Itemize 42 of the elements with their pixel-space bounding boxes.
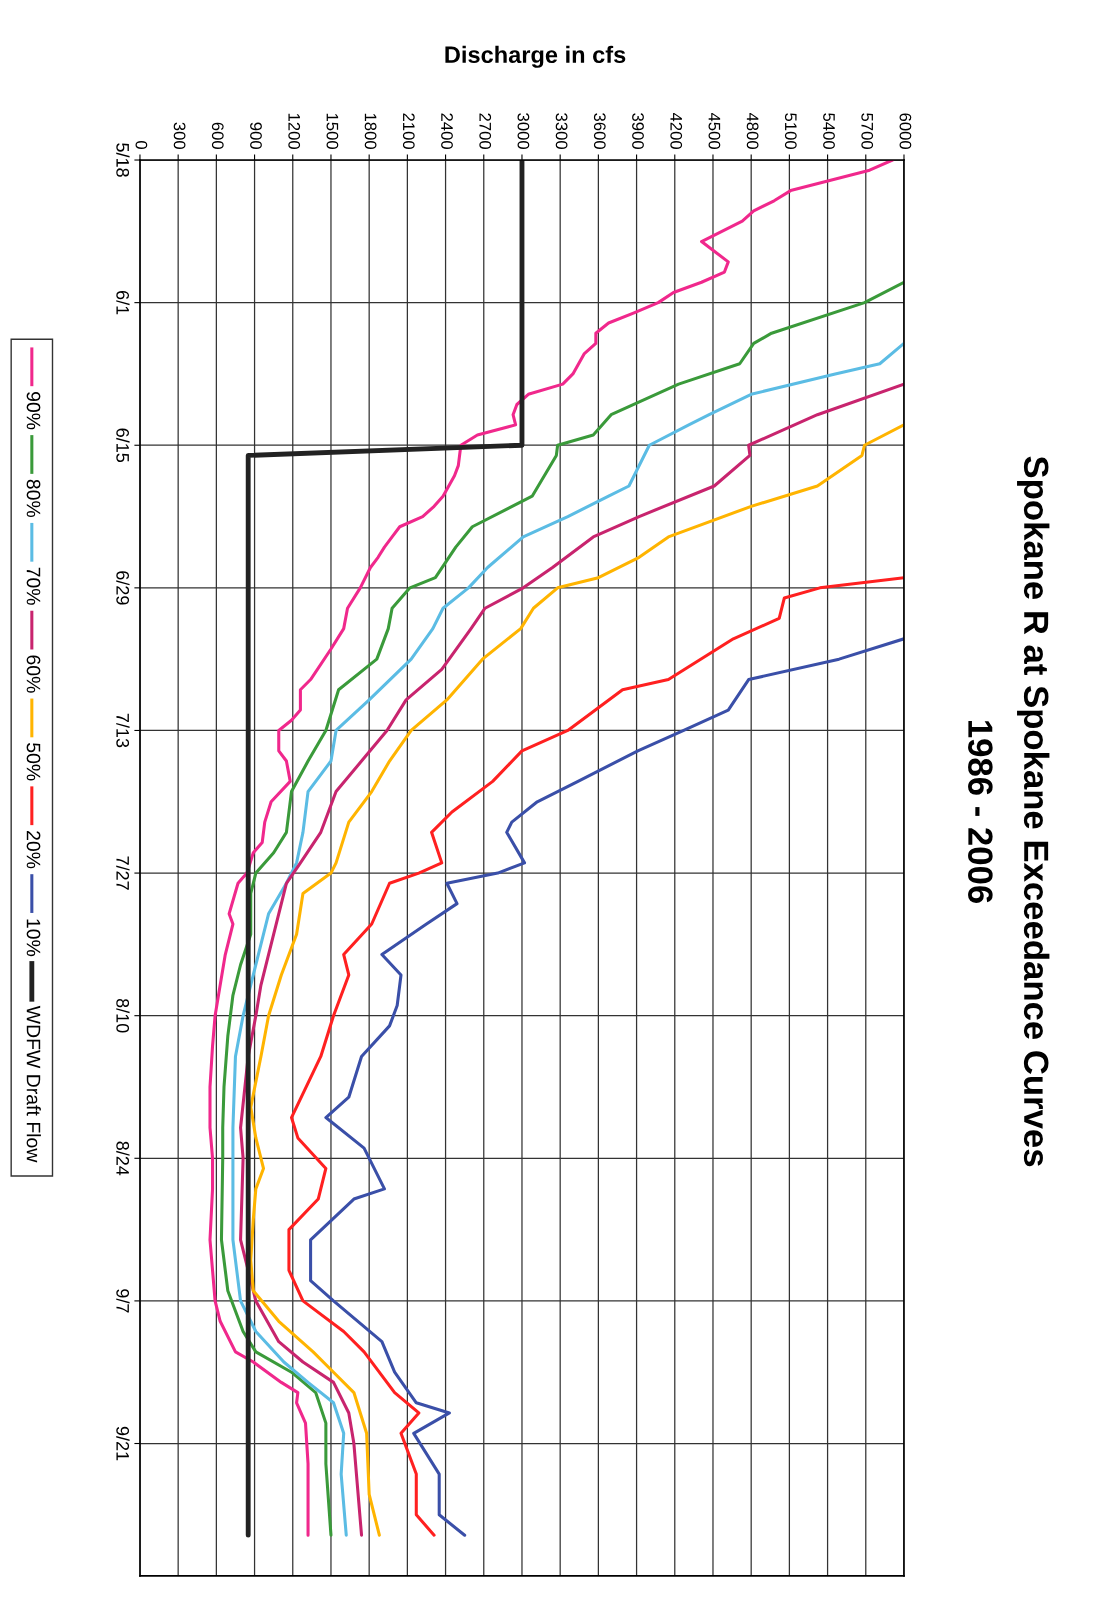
x-tick-label: 900 [250, 122, 262, 149]
x-tick-label: 3300 [555, 113, 568, 149]
x-tick-label: 300 [173, 122, 186, 149]
x-tick-label: 2100 [402, 113, 415, 149]
x-tick-label: 3000 [517, 113, 530, 149]
legend-label: 20% [26, 831, 41, 869]
x-tick-label: 4500 [708, 112, 721, 149]
y-tick-label: 6/15 [116, 428, 130, 463]
x-tick-label: 4800 [746, 112, 759, 149]
x-axis-title: Discharge in cfs [445, 45, 626, 68]
x-tick-label: 1500 [326, 113, 339, 149]
legend-label: 50% [26, 743, 41, 781]
x-tick-label: 0 [135, 140, 148, 149]
x-tick-label: 1800 [364, 113, 377, 149]
y-tick-label: 6/1 [116, 291, 130, 315]
y-tick-label: 9/21 [116, 1426, 130, 1461]
legend-label: 80% [26, 479, 41, 518]
x-tick-label: 5700 [861, 113, 874, 149]
text: Spokane R at Spokane Exceedance Curves [1017, 456, 1050, 1167]
x-tick-label: 2400 [441, 113, 453, 149]
y-tick-label: 8/10 [116, 998, 130, 1033]
x-tick-label: 6000 [899, 113, 912, 149]
y-tick-label: 5/18 [116, 143, 130, 177]
y-tick-label: 8/24 [116, 1141, 130, 1176]
x-tick-label: 3600 [593, 113, 606, 149]
y-tick-label: 6/29 [116, 571, 130, 605]
legend-label: WDFW Draft Flow [26, 1005, 41, 1163]
text: 1986 - 2006 [968, 721, 993, 903]
x-tick-label: 1200 [288, 113, 301, 149]
x-tick-label: 600 [211, 122, 224, 149]
x-tick-label: 5100 [784, 113, 797, 149]
y-tick-label: 9/7 [116, 1289, 130, 1313]
x-tick-label: 4200 [670, 112, 683, 149]
legend-label: 90% [26, 392, 41, 430]
y-tick-label: 7/27 [116, 856, 130, 890]
x-tick-label: 3900 [632, 113, 644, 149]
legend-label: 10% [26, 919, 41, 957]
y-tick-label: 7/13 [116, 713, 130, 748]
legend-label: 60% [26, 655, 41, 693]
legend-label: 70% [26, 567, 41, 605]
x-tick-label: 5400 [823, 113, 835, 149]
x-tick-label: 2700 [479, 113, 492, 149]
